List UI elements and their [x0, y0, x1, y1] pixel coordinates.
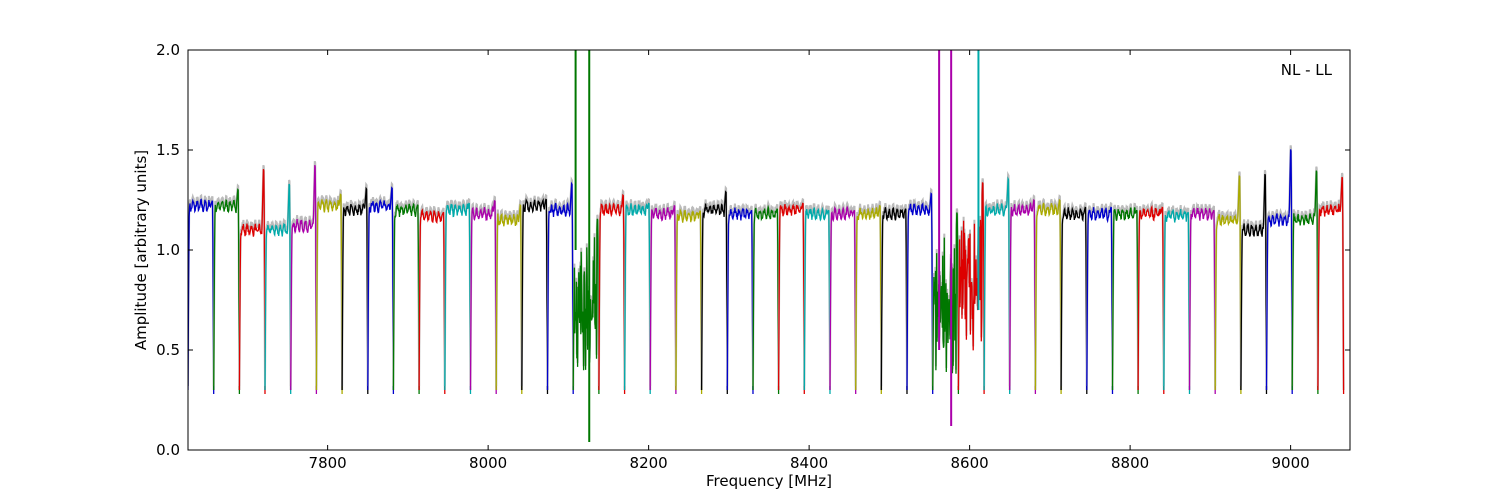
band-line-18	[649, 204, 677, 395]
band-line-43	[1291, 170, 1319, 395]
band-underlay-38	[1162, 204, 1191, 391]
band-underlay-44	[1316, 172, 1345, 391]
x-tick-label-4: 8600	[951, 454, 989, 472]
band-line-3	[264, 183, 292, 395]
x-axis-label: Frequency [MHz]	[706, 472, 832, 490]
band-line-8	[392, 202, 420, 395]
band-line-22	[752, 204, 780, 395]
band-line-39	[1188, 207, 1216, 395]
band-line-17	[623, 202, 651, 395]
x-tick-label-3: 8400	[790, 454, 828, 472]
band-line-40	[1214, 175, 1242, 395]
series-layer	[188, 50, 1345, 442]
band-line-16	[598, 193, 626, 395]
band-line-26	[855, 204, 882, 395]
band-underlay-19	[674, 203, 703, 391]
band-line-34	[1060, 206, 1088, 395]
band-line-0	[188, 198, 215, 395]
band-line-13	[521, 197, 549, 395]
band-line-14	[546, 181, 574, 395]
x-tick-label-0: 7800	[309, 454, 347, 472]
band-underlay-39	[1188, 201, 1217, 391]
band-underlay-13	[520, 192, 549, 391]
band-underlay-17	[623, 197, 652, 391]
band-underlay-20	[700, 185, 729, 391]
band-line-12	[495, 203, 523, 395]
band-line-41	[1240, 173, 1268, 395]
band-line-6	[341, 186, 369, 395]
x-tick-label-5: 8800	[1111, 454, 1149, 472]
band-line-35	[1086, 206, 1114, 395]
band-line-10	[444, 202, 472, 395]
band-line-7	[367, 186, 395, 395]
band-underlay-18	[649, 200, 677, 391]
band-underlay-35	[1085, 201, 1114, 391]
band-underlay-37	[1137, 199, 1165, 391]
y-tick-label-4: 2.0	[156, 41, 180, 59]
band-line-15	[572, 218, 600, 395]
tick-layer: 7800 8000 8200 8400 8600 8800 9000 0.0 0.5 1.0 1.5…	[156, 41, 1350, 472]
band-line-33	[1034, 198, 1062, 395]
band-line-19	[675, 208, 703, 395]
band-line-4	[290, 165, 318, 395]
band-underlay-14	[546, 176, 575, 391]
band-line-44	[1317, 176, 1345, 395]
x-tick-label-2: 8200	[630, 454, 668, 472]
band-line-38	[1163, 209, 1191, 395]
band-line-25	[829, 205, 857, 395]
band-line-31	[983, 176, 1011, 395]
band-line-29	[932, 212, 960, 395]
x-tick-label-6: 9000	[1272, 454, 1310, 472]
band-underlay-7	[366, 181, 395, 391]
band-line-23	[777, 202, 805, 395]
band-line-42	[1265, 149, 1293, 395]
band-underlay-6	[341, 181, 369, 391]
y-tick-label-2: 1.0	[156, 241, 180, 259]
y-axis-label: Amplitude [arbitrary units]	[132, 150, 150, 350]
band-line-32	[1009, 198, 1037, 395]
plot-background	[188, 50, 1350, 450]
band-line-11	[469, 199, 497, 395]
band-line-2	[238, 169, 266, 395]
x-tick-label-1: 8000	[469, 454, 507, 472]
band-line-36	[1111, 207, 1139, 395]
band-line-30	[957, 182, 985, 395]
band-underlay-2	[238, 164, 266, 391]
band-line-24	[803, 206, 831, 395]
band-line-21	[726, 207, 754, 395]
y-tick-label-0: 0.0	[156, 441, 180, 459]
band-line-28	[906, 192, 934, 395]
band-line-1	[213, 188, 241, 395]
y-tick-label-3: 1.5	[156, 141, 180, 159]
band-underlay-22	[752, 199, 780, 391]
band-line-37	[1137, 204, 1165, 395]
band-line-20	[700, 190, 728, 395]
chart-annotation: NL - LL	[1281, 61, 1333, 79]
band-line-5	[315, 193, 343, 395]
band-line-27	[880, 206, 908, 395]
y-tick-label-1: 0.5	[156, 341, 180, 359]
band-line-9	[418, 208, 446, 395]
